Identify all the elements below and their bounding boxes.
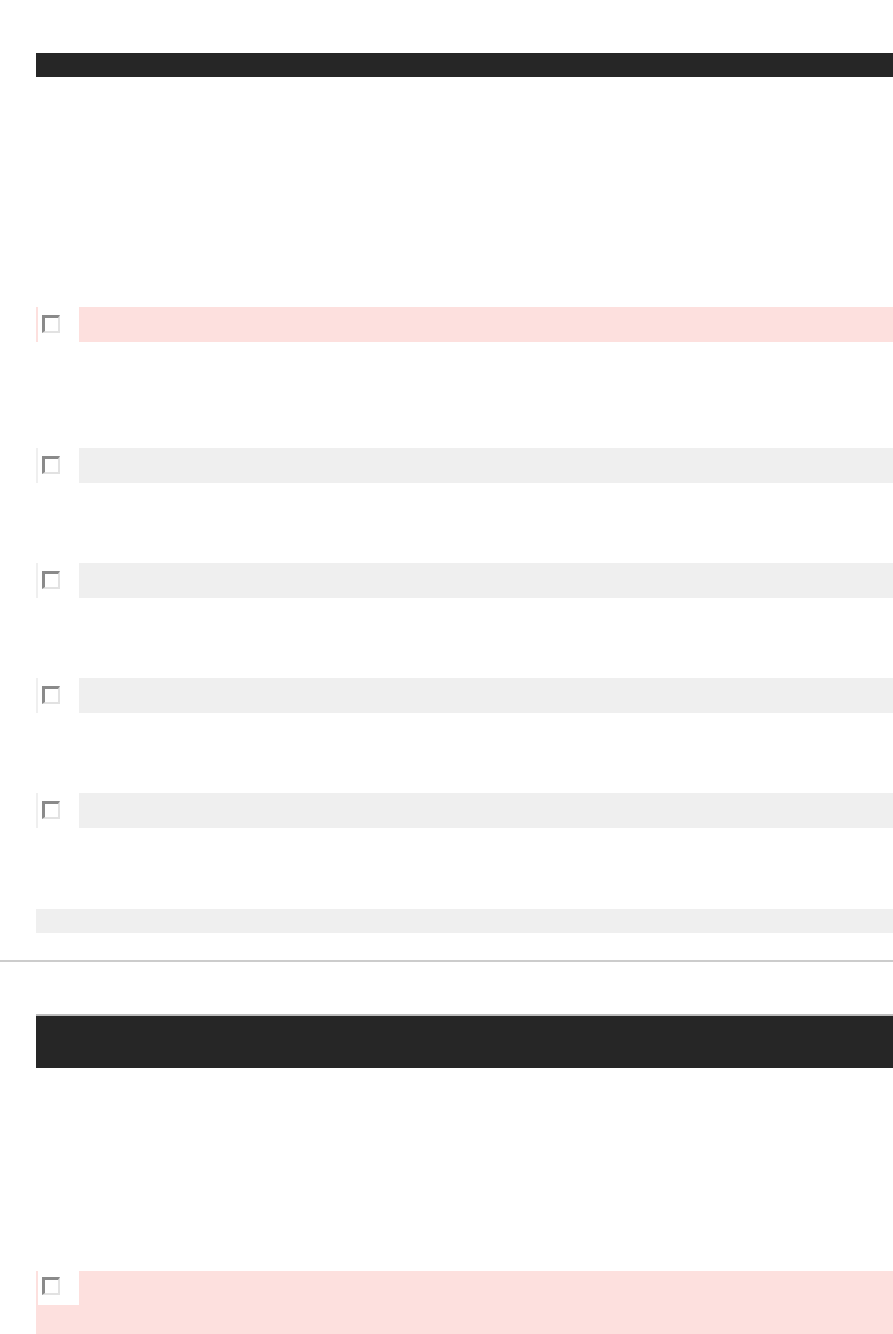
- row-checkbox[interactable]: [42, 801, 60, 819]
- list-item: [36, 448, 893, 483]
- checkbox-cell: [38, 793, 79, 828]
- section-2-header-bar: [36, 1014, 893, 1068]
- row-checkbox[interactable]: [42, 686, 60, 704]
- row-checkbox[interactable]: [42, 1277, 60, 1295]
- list-item-error: [36, 1271, 893, 1334]
- checkbox-cell: [38, 678, 79, 713]
- list-item: [36, 793, 893, 828]
- list-item: [36, 563, 893, 598]
- section-1-footer-bar: [36, 909, 893, 933]
- checkbox-cell: [38, 1271, 79, 1305]
- section-divider: [0, 960, 893, 962]
- row-checkbox[interactable]: [42, 571, 60, 589]
- list-item: [36, 678, 893, 713]
- list-item-error: [36, 307, 893, 342]
- checkbox-cell: [38, 563, 79, 598]
- row-checkbox[interactable]: [42, 456, 60, 474]
- checkbox-cell: [38, 307, 79, 342]
- row-checkbox[interactable]: [42, 315, 60, 333]
- checkbox-cell: [38, 448, 79, 483]
- section-1-header-bar: [36, 53, 893, 77]
